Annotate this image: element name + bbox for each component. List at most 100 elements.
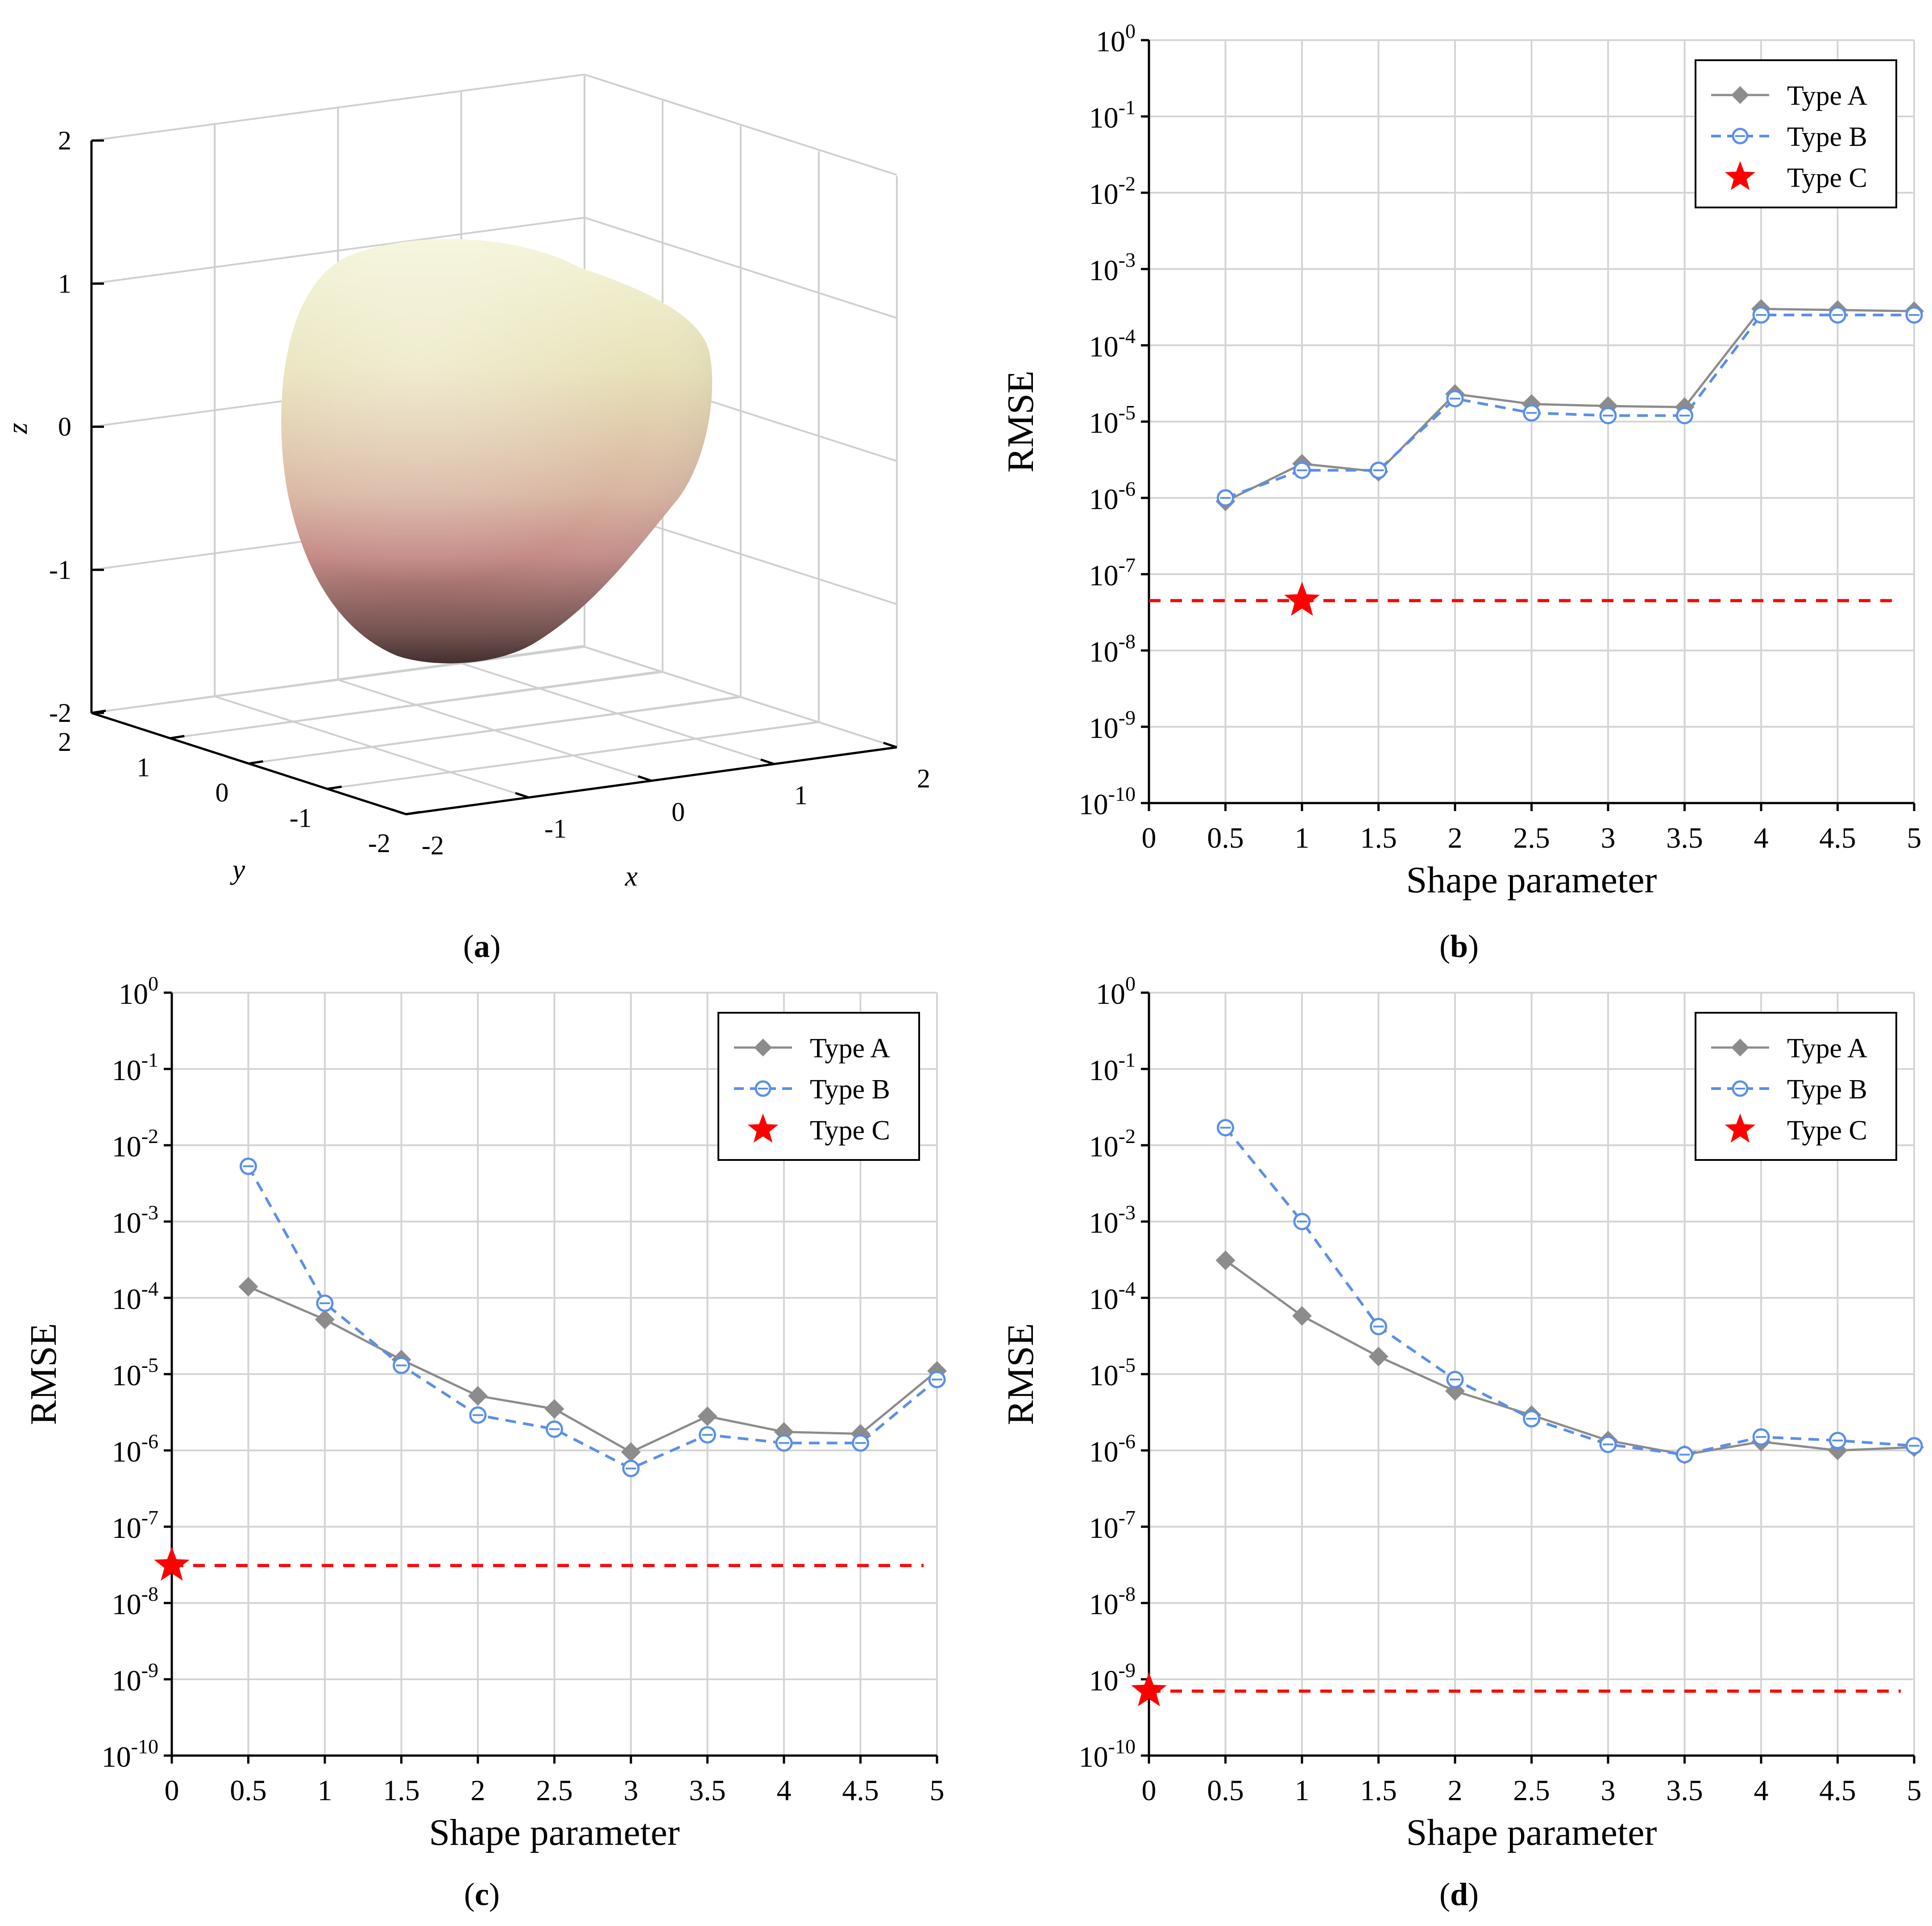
z-tick-label: 2 (58, 126, 71, 155)
y-tick-label: -1 (290, 803, 312, 833)
legend-type-c-marker (1725, 161, 1756, 191)
grid3d-left-horizontal (91, 74, 585, 141)
y-tick-label: 10-8 (112, 1582, 158, 1621)
x-tick-label: 4 (1754, 1774, 1769, 1807)
legend-type-a-marker (1731, 1039, 1749, 1056)
y-tick-base: 10 (112, 1283, 141, 1316)
y-tick-base: 10 (1089, 1283, 1119, 1316)
panel-caption-letter: b (1450, 928, 1468, 964)
y-tick-base: 10 (1089, 483, 1119, 516)
x-tick-label: 1.5 (383, 1774, 420, 1807)
legend-label: Type A (810, 1033, 890, 1064)
y-tick-label: 1 (137, 753, 150, 782)
y-tick-exponent: -2 (1119, 1125, 1136, 1147)
y-tick-base: 10 (112, 1436, 141, 1468)
grid3d-floor-line (327, 721, 819, 790)
x-axis-tick (638, 775, 652, 782)
x-tick-label: 1 (1295, 1774, 1310, 1807)
y-tick-exponent: -2 (141, 1125, 158, 1147)
y-tick-label: 10-10 (102, 1735, 158, 1773)
y-tick-label: 10-9 (1089, 1659, 1136, 1697)
x-tick-label: 1 (318, 1774, 332, 1807)
y-tick-base: 10 (1089, 712, 1119, 745)
y-tick-exponent: -8 (1119, 1582, 1136, 1605)
x-tick-label: 3.5 (1666, 1774, 1703, 1807)
type-a-point (544, 1399, 564, 1419)
grid3d-floor-line (170, 670, 661, 739)
y-tick-label: 10-8 (1089, 630, 1136, 668)
x-axis-tick (883, 741, 897, 749)
legend-label: Type A (1787, 1033, 1867, 1064)
type-a-line (1225, 1259, 1915, 1456)
y-tick-base: 10 (112, 1131, 141, 1163)
y-tick-exponent: -8 (141, 1582, 158, 1605)
x-tick-label: 3 (1601, 822, 1616, 854)
y-axis-tick (91, 709, 106, 714)
type-a-line (1225, 307, 1915, 503)
grid3d-floor-line (91, 645, 583, 714)
x-tick-label: 3 (624, 1774, 638, 1807)
y-tick-base: 10 (1089, 559, 1119, 592)
x-tick-label: 2 (1448, 1774, 1463, 1807)
x-tick-label: 2.5 (1513, 1774, 1550, 1807)
y-axis-tick (406, 811, 421, 816)
type-a-point (468, 1386, 488, 1406)
y-tick-exponent: -6 (141, 1430, 158, 1453)
legend: Type A Type B Type C (1695, 1012, 1897, 1161)
type-c-point (1131, 1672, 1167, 1706)
y-tick-base: 10 (112, 1207, 141, 1239)
legend-box (717, 1012, 920, 1161)
y-tick-exponent: -9 (141, 1659, 158, 1682)
y-tick-base: 10 (1089, 102, 1119, 134)
y-tick-label: 100 (119, 972, 158, 1011)
y-tick-label: -2 (368, 828, 390, 858)
y-tick-label: 10-5 (112, 1354, 158, 1392)
y-tick-base: 10 (1089, 636, 1119, 668)
legend-label: Type C (1787, 163, 1867, 193)
y-tick-label: 10-2 (1089, 172, 1136, 211)
y-tick-label: 10-2 (1089, 1125, 1136, 1163)
y-tick-exponent: -3 (1119, 249, 1136, 271)
y-tick-exponent: -10 (1108, 783, 1136, 805)
y-tick-exponent: 0 (1125, 972, 1136, 995)
panel-caption: (d) (1439, 1876, 1479, 1912)
y-tick-label: 10-6 (112, 1430, 158, 1468)
y-tick-exponent: -5 (141, 1354, 158, 1376)
grid3d-left-horizontal (91, 216, 585, 285)
legend-label: Type C (810, 1115, 890, 1146)
x-tick-label: 0 (1142, 822, 1157, 854)
type-a-point (315, 1309, 335, 1330)
type-b-line (1225, 314, 1914, 499)
y-tick-exponent: -10 (131, 1735, 158, 1758)
x-tick-label: 4.5 (1819, 1774, 1856, 1807)
z-axis-label: z (1, 422, 33, 434)
y-tick-base: 10 (1089, 1512, 1119, 1545)
y-tick-exponent: -7 (1119, 554, 1136, 576)
type-a-point (621, 1442, 641, 1462)
type-c-point (1284, 582, 1320, 616)
y-tick-exponent: -6 (1119, 1430, 1136, 1453)
panel-c-chart: 0 0.5 1 1.5 2 2.5 3 3.5 4 4.5 510010-110-210-310-4… (23, 972, 947, 1912)
x-axis-tick (392, 808, 406, 816)
x-axis-tick (760, 758, 775, 765)
y-tick-base: 10 (119, 978, 148, 1011)
y-tick-base: 10 (1096, 25, 1125, 58)
x-tick-label: 4.5 (842, 1774, 879, 1807)
x-axis-label: Shape parameter (429, 1812, 680, 1853)
type-a-point (1368, 1346, 1389, 1367)
x-axis-label: Shape parameter (1406, 859, 1657, 901)
y-tick-label: 10-7 (1089, 1506, 1136, 1545)
y-axis-tick (170, 735, 185, 740)
y-tick-base: 10 (112, 1588, 141, 1621)
y-tick-exponent: -5 (1119, 1354, 1136, 1376)
y-tick-exponent: -4 (1119, 1277, 1136, 1300)
x-tick-label: 0 (1142, 1774, 1157, 1807)
y-tick-label: 10-10 (1079, 1735, 1136, 1773)
y-tick-label: 10-3 (1089, 249, 1136, 287)
x-tick-label: 2.5 (536, 1774, 573, 1807)
legend-label: Type C (1787, 1115, 1867, 1146)
y-tick-base: 10 (1089, 1588, 1119, 1621)
x-tick-label: 2 (1448, 822, 1463, 854)
legend-label: Type B (810, 1074, 890, 1105)
